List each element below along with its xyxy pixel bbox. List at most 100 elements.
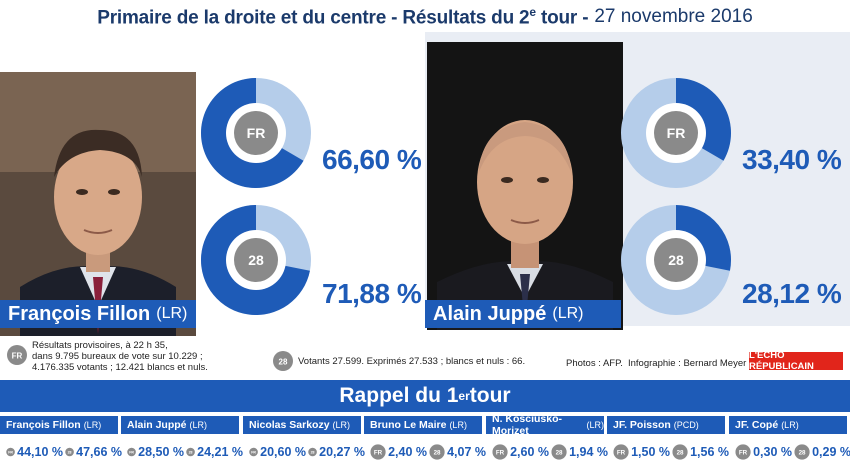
svg-text:28: 28	[279, 358, 288, 367]
dep-results-note: Votants 27.599. Exprimés 27.533 ; blancs…	[298, 356, 526, 367]
fr-results-note: Résultats provisoires, à 22 h 35, dans 9…	[32, 340, 208, 373]
title-part1: Primaire de la droite et du centre - Rés…	[97, 7, 530, 29]
first-round-candidate-header: Nicolas Sarkozy (LR)	[243, 416, 361, 434]
svg-text:28: 28	[311, 451, 315, 455]
first-round-candidate-party: (PCD)	[673, 420, 699, 430]
fr-icon: FR	[735, 444, 751, 460]
first-round-candidate-party: (LR)	[189, 420, 208, 430]
first-round-candidate-party: (LR)	[781, 420, 799, 430]
first-round-fr-value: 0,30 %	[753, 445, 792, 459]
first-round-values: FR 0,30 % 28 0,29 %	[733, 438, 850, 466]
first-round-28-value: 1,56 %	[690, 445, 729, 459]
svg-text:FR: FR	[617, 450, 626, 457]
fr-icon: FR	[127, 447, 136, 457]
candidate-party: (LR)	[156, 305, 188, 322]
svg-text:28: 28	[248, 252, 264, 268]
title-sup: e	[529, 4, 536, 19]
first-round-candidate-header: JF. Copé (LR)	[729, 416, 847, 434]
candidate-panel-juppe: Alain Juppé (LR) FR 33,40 % 28 28,12 %	[425, 32, 850, 330]
first-round-28-value: 24,21 %	[197, 445, 243, 459]
first-round-candidate-name: Bruno Le Maire	[370, 419, 447, 431]
title-part2: tour -	[535, 7, 589, 29]
portrait-juppe	[427, 42, 623, 330]
first-round-candidate-name: François Fillon	[6, 419, 81, 431]
svg-text:28: 28	[68, 451, 72, 455]
fr-icon: FR	[249, 447, 258, 457]
first-round-values: FR 28,50 % 28 24,21 %	[125, 438, 243, 466]
svg-text:FR: FR	[12, 352, 23, 361]
svg-text:FR: FR	[374, 450, 383, 457]
donut-28-fillon: 28	[201, 205, 311, 315]
department-28-icon: 28	[672, 444, 688, 460]
svg-text:28: 28	[434, 450, 441, 457]
candidate-name: Alain Juppé	[433, 302, 547, 325]
pct-fr-juppe: 33,40 %	[742, 144, 842, 175]
first-round-values: FR 44,10 % 28 47,66 %	[4, 438, 122, 466]
fr-icon: FR	[234, 111, 278, 155]
fr-icon: FR	[6, 447, 15, 457]
first-round-28-value: 0,29 %	[812, 445, 850, 459]
infographie-credit: Infographie : Bernard Meyer	[628, 358, 747, 369]
donut-28-juppe: 28	[621, 205, 731, 315]
fr-icon: FR	[613, 444, 629, 460]
page-title: Primaire de la droite et du centre - Rés…	[0, 0, 850, 34]
first-round-values: FR 20,60 % 28 20,27 %	[247, 438, 365, 466]
first-round-fr-value: 28,50 %	[138, 445, 184, 459]
fr-icon: FR	[7, 345, 27, 365]
department-28-icon: 28	[273, 351, 293, 371]
first-round-candidate-header: JF. Poisson (PCD)	[607, 416, 725, 434]
svg-text:FR: FR	[251, 451, 256, 455]
department-28-icon: 28	[551, 444, 567, 460]
first-round-28-value: 4,07 %	[447, 445, 486, 459]
brand-logo: L'ÉCHO RÉPUBLICAIN	[749, 350, 843, 372]
first-round-candidate-party: (LR)	[449, 420, 467, 430]
first-round-28-value: 20,27 %	[319, 445, 365, 459]
donut-fr-fillon: FR	[200, 78, 311, 188]
department-28-icon: 28	[308, 447, 317, 457]
first-round-candidate-name: JF. Copé	[735, 419, 779, 431]
department-28-icon: 28	[429, 444, 445, 460]
first-round-fr-value: 2,40 %	[388, 445, 427, 459]
fr-icon: FR	[654, 111, 698, 155]
first-round-candidate-party: (LR)	[83, 420, 102, 430]
first-round-candidate-name: N. Kosciusko-Morizet	[492, 413, 563, 437]
svg-text:FR: FR	[247, 125, 266, 141]
pct-28-fillon: 71,88 %	[322, 278, 422, 309]
svg-text:FR: FR	[129, 451, 134, 455]
candidate-party: (LR)	[552, 305, 584, 322]
first-round-fr-value: 2,60 %	[510, 445, 549, 459]
first-round-fr-value: 44,10 %	[17, 445, 63, 459]
name-plate-fillon: François Fillon (LR)	[0, 300, 196, 328]
first-round-candidate-header: N. Kosciusko-Morizet (LR)	[486, 413, 605, 437]
department-28-icon: 28	[65, 447, 74, 457]
first-round-candidate-name: Nicolas Sarkozy	[249, 419, 330, 431]
pct-28-juppe: 28,12 %	[742, 278, 842, 309]
svg-text:28: 28	[556, 450, 563, 457]
first-round-candidate-party: (LR)	[586, 420, 605, 430]
first-round-candidate-header: Alain Juppé (LR)	[121, 416, 239, 434]
title-date: 27 novembre 2016	[594, 6, 753, 27]
first-round-28-value: 47,66 %	[76, 445, 122, 459]
svg-text:FR: FR	[8, 451, 13, 455]
department-28-icon: 28	[234, 238, 278, 282]
svg-text:FR: FR	[739, 450, 748, 457]
first-round-28-value: 1,94 %	[569, 445, 608, 459]
photo-credit: Photos : AFP.	[566, 358, 623, 369]
first-round-candidate-party: (LR)	[332, 420, 351, 430]
svg-text:28: 28	[189, 451, 193, 455]
candidate-name: François Fillon	[8, 302, 151, 325]
first-round-candidate-name: Alain Juppé	[127, 419, 187, 431]
first-round-values: FR 2,60 % 28 1,94 %	[490, 438, 608, 466]
pct-fr-fillon: 66,60 %	[322, 144, 422, 175]
department-28-icon: 28	[186, 447, 195, 457]
portrait-fillon	[0, 72, 196, 336]
first-round-fr-value: 20,60 %	[260, 445, 306, 459]
candidate-panel-fillon: François Fillon (LR) FR 66,60 % 28 71,88…	[0, 32, 425, 336]
department-28-icon: 28	[794, 444, 810, 460]
first-round-candidate-header: François Fillon (LR)	[0, 416, 118, 434]
svg-text:28: 28	[668, 252, 684, 268]
donut-fr-juppe: FR	[621, 78, 731, 188]
first-round-candidate-name: JF. Poisson	[613, 419, 671, 431]
svg-text:FR: FR	[496, 450, 505, 457]
first-round-fr-value: 1,50 %	[631, 445, 670, 459]
